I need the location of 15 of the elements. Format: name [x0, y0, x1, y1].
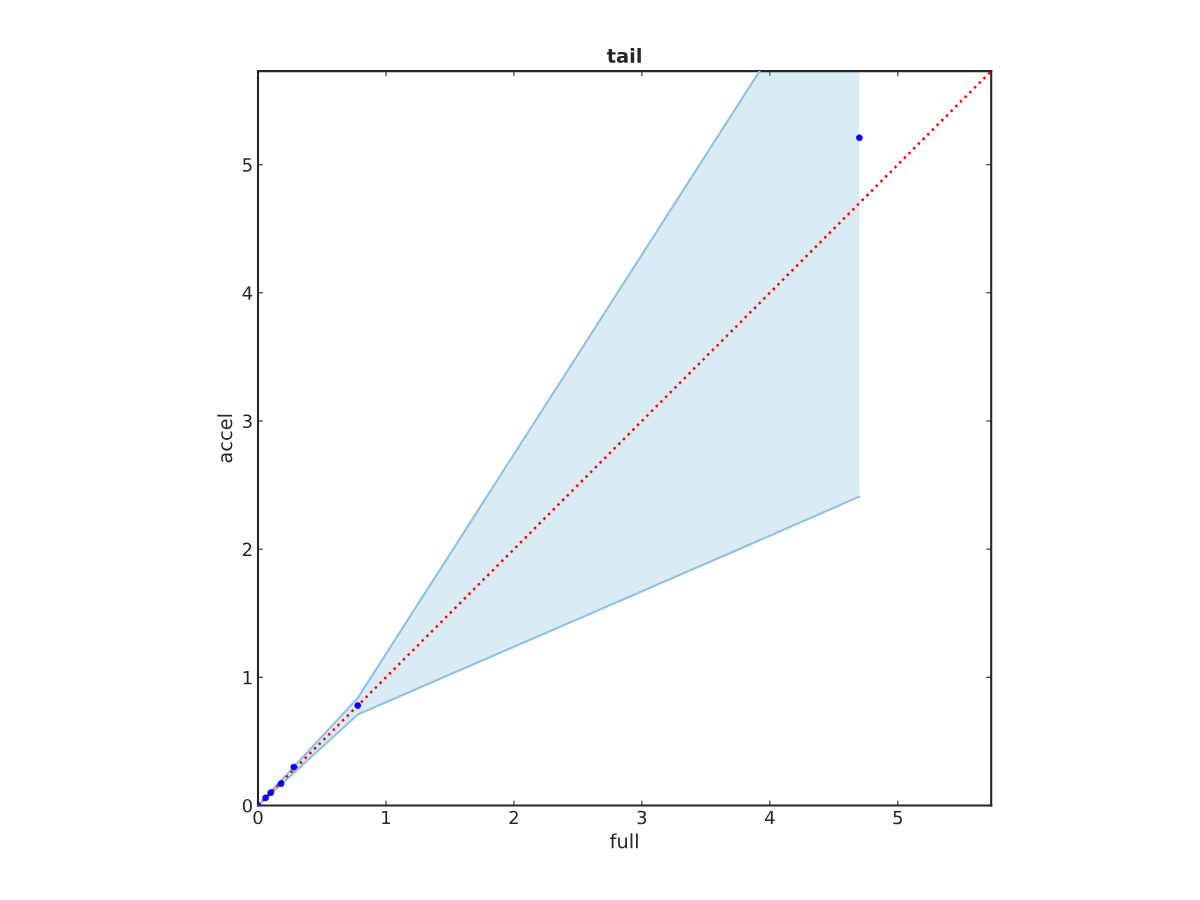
y-tick-label: 5	[243, 158, 252, 172]
x-tick-label: 4	[764, 810, 775, 825]
y-tick-label: 4	[242, 286, 253, 300]
y-tick-label: 3	[243, 414, 252, 429]
chart-title: tail	[606, 47, 641, 64]
x-tick-label: 3	[637, 810, 647, 825]
x-tick-label: 5	[893, 810, 902, 825]
x-axis-title: full	[610, 833, 638, 849]
x-tick-label: 0	[253, 810, 263, 825]
y-tick-label: 2	[242, 542, 252, 557]
y-tick-label: 1	[243, 671, 252, 685]
x-tick-label: 1	[382, 810, 391, 825]
y-tick-label: 0	[242, 798, 252, 813]
x-tick-label: 2	[509, 810, 518, 825]
y-axis-title: accel	[217, 414, 233, 463]
